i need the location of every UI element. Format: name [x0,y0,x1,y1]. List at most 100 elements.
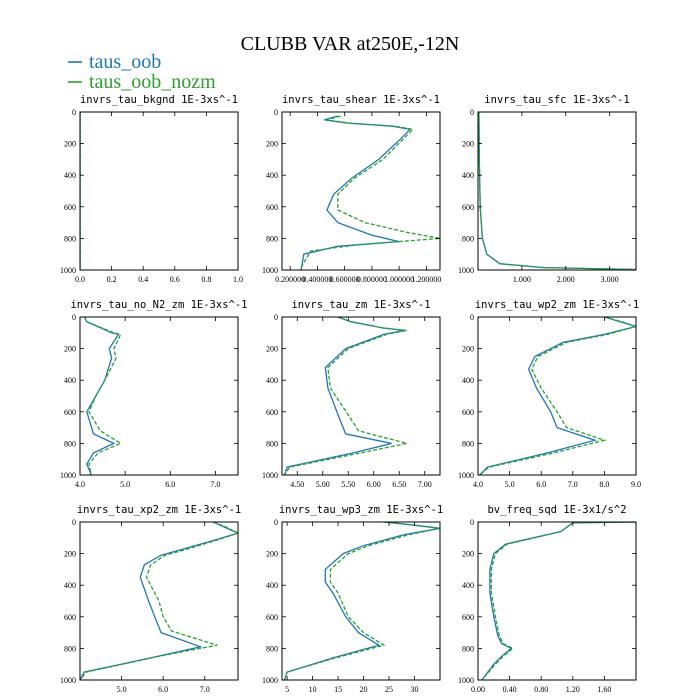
plot-frame [477,316,637,476]
y-tick-label: 600 [64,408,76,417]
y-tick-label: 200 [266,550,278,559]
y-tick-label: 400 [64,171,76,180]
x-tick-label: 5.0 [117,685,127,694]
panel-title: invrs_tau_xp2_zm 1E-3xs^-1 [77,504,241,516]
series-line-taus-oob [478,112,636,270]
y-tick-label: 1000 [60,471,76,480]
y-tick-label: 1000 [60,266,76,275]
x-tick-label: 5 [285,685,289,694]
x-tick-label: 1.200000 [411,275,441,284]
x-tick-label: 7.0 [210,480,220,489]
y-tick-label: 400 [266,581,278,590]
panel-title: invrs_tau_sfc 1E-3xs^-1 [484,94,629,106]
x-tick-label: 7.00 [418,480,432,489]
y-tick-label: 200 [64,345,76,354]
legend-label-taus-oob: taus_oob [89,51,161,73]
x-tick-label: 4.0 [75,480,85,489]
panel-2: invrs_tau_shear 1E-3xs^-1 0 200 400 600 800 10… [262,94,441,284]
x-tick-label: 6.0 [158,685,168,694]
panel-4: invrs_tau_no_N2_zm 1E-3xs^-1 0 200 400 600 80… [60,299,248,489]
plot-frame [281,111,441,271]
series-line-taus-oob-nozm [478,112,636,270]
x-tick-label: 5.00 [316,480,330,489]
y-tick-label: 200 [266,140,278,149]
y-tick-label: 0 [72,108,76,117]
plot-frame [79,521,239,681]
y-tick-label: 400 [64,376,76,385]
x-tick-label: 2.000 [557,275,575,284]
series-line-taus-oob-nozm [283,522,440,680]
y-tick-label: 400 [64,581,76,590]
x-tick-label: 0.4 [138,275,148,284]
series-line-taus-oob [300,115,412,270]
y-tick-label: 600 [462,613,474,622]
y-tick-label: 600 [462,408,474,417]
y-tick-label: 1000 [60,676,76,685]
x-tick-label: 5.0 [120,480,130,489]
y-tick-label: 400 [462,376,474,385]
y-tick-label: 1000 [262,266,278,275]
y-tick-label: 400 [266,376,278,385]
x-tick-label: 9.0 [631,480,641,489]
x-tick-label: 1.20 [566,685,580,694]
x-tick-label: 0.00 [471,685,485,694]
series-line-taus-oob-nozm [283,317,408,475]
panel-title: invrs_tau_wp3_zm 1E-3xs^-1 [279,504,443,516]
panel-1: invrs_tau_bkgnd 1E-3xs^-1 0 200 400 600 800 10… [60,94,243,284]
y-tick-label: 400 [462,581,474,590]
panels-container: invrs_tau_bkgnd 1E-3xs^-1020040060080010… [60,94,641,694]
y-tick-label: 0 [470,313,474,322]
x-tick-label: 1.0 [233,275,243,284]
y-tick-label: 1000 [458,471,474,480]
legend-item-taus-oob-nozm: taus_oob_nozm [68,71,216,93]
y-tick-label: 200 [64,140,76,149]
y-tick-label: 200 [266,345,278,354]
y-tick-label: 0 [274,518,278,527]
x-tick-label: 6.50 [392,480,406,489]
y-tick-label: 600 [462,203,474,212]
y-tick-label: 1000 [458,676,474,685]
legend-item-taus-oob: taus_oob [68,51,161,73]
x-tick-label: 0.6 [170,275,180,284]
x-tick-label: 4.0 [473,480,483,489]
x-tick-label: 0.8 [201,275,211,284]
x-tick-label: 0.2 [107,275,117,284]
y-tick-label: 0 [274,313,278,322]
plot-frame [281,316,441,476]
legend-label-taus-oob-nozm: taus_oob_nozm [89,71,216,93]
y-tick-label: 800 [266,234,278,243]
y-tick-label: 600 [266,408,278,417]
series-line-taus-oob [80,522,238,680]
x-tick-label: 0.800000 [357,275,387,284]
x-tick-label: 3.000 [601,275,619,284]
y-tick-label: 400 [462,171,474,180]
x-tick-label: 4.50 [290,480,304,489]
panel-9: bv_freq_sqd 1E-3x1/s^2020040060080010000… [458,504,637,694]
y-tick-label: 200 [462,550,474,559]
x-tick-label: 0.40 [503,685,517,694]
y-tick-label: 800 [462,644,474,653]
y-tick-label: 800 [64,234,76,243]
panel-7: invrs_tau_xp2_zm 1E-3xs^-10 200 400 600 800 1… [60,504,241,694]
x-tick-label: 6.0 [536,480,546,489]
plot-frame [477,111,637,271]
y-tick-label: 600 [266,203,278,212]
y-tick-label: 800 [64,644,76,653]
plot-frame [79,316,239,476]
series-line-taus-oob-nozm [80,522,238,680]
x-tick-label: 20 [360,685,368,694]
plot-frame [79,111,239,271]
panel-title: invrs_tau_zm 1E-3xs^-1 [291,299,430,311]
x-tick-label: 8.0 [599,480,609,489]
x-tick-label: 5.0 [505,480,515,489]
series-line-taus-oob-nozm [299,115,440,270]
series-line-taus-oob-nozm [479,317,636,475]
plot-frame [281,521,441,681]
y-tick-label: 800 [462,234,474,243]
panel-title: invrs_tau_bkgnd 1E-3xs^-1 [80,94,238,106]
x-tick-label: 30 [411,685,419,694]
y-tick-label: 0 [72,518,76,527]
series-line-taus-oob [283,317,405,475]
x-tick-label: 7.0 [200,685,210,694]
